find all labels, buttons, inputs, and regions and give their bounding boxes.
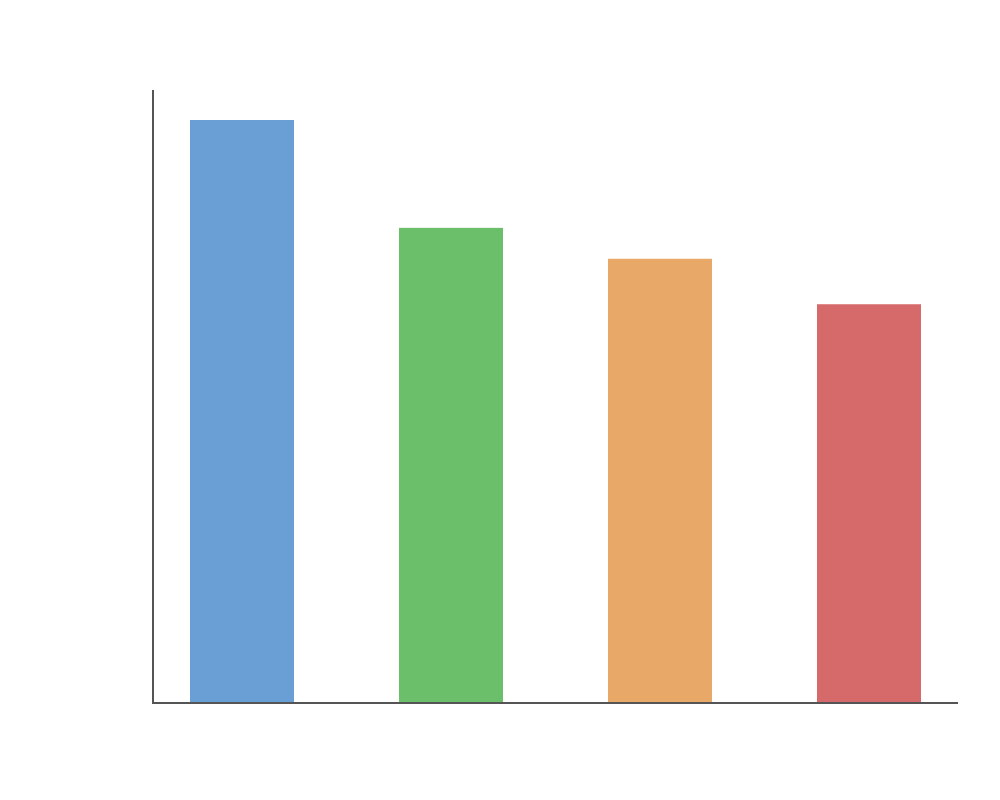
bar-1: [190, 120, 294, 703]
bar-2: [399, 227, 503, 704]
bar-3: [608, 258, 712, 703]
bars-layer: [190, 120, 921, 704]
bar-4: [817, 304, 921, 703]
